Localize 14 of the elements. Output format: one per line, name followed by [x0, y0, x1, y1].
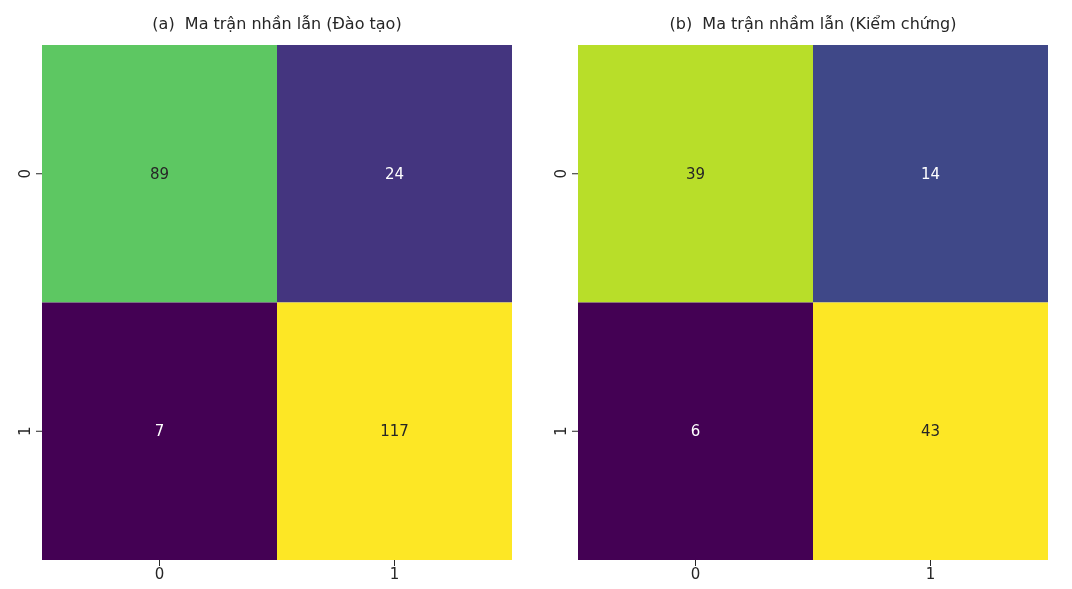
x-tick-label: 0 [690, 564, 701, 583]
data-label: 39 [685, 164, 706, 183]
x-tick-label: 1 [389, 564, 400, 583]
x-tick-label: 1 [925, 564, 936, 583]
x-tick-label: 0 [154, 564, 165, 583]
data-label: 24 [384, 164, 405, 183]
data-label: 14 [920, 164, 941, 183]
data-label: 43 [920, 422, 941, 441]
data-label: 117 [380, 422, 409, 441]
chart-title: (b) Ma trận nhầm lẫn (Kiểm chứng) [668, 14, 958, 33]
data-label: 89 [149, 164, 170, 183]
chart-title: (a) Ma trận nhần lẫn (Đào tạo) [151, 14, 403, 33]
data-label: 7 [154, 422, 165, 441]
data-label: 6 [690, 422, 701, 441]
